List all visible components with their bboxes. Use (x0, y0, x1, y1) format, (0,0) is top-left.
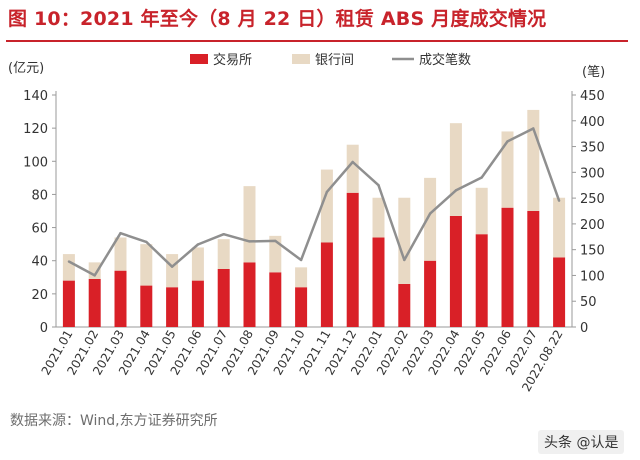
point-trade-count (377, 184, 380, 187)
bar-exchange (295, 287, 308, 327)
source-note: 数据来源：Wind,东方证券研究所 (10, 413, 218, 429)
bar-interbank (140, 244, 153, 286)
point-trade-count (196, 243, 200, 246)
left-tick-label: 80 (31, 188, 48, 203)
legend-label-exchange: 交易所 (213, 52, 252, 68)
bar-interbank (475, 187, 488, 235)
bar-exchange (269, 272, 282, 327)
bar-interbank (295, 267, 308, 288)
bar-exchange (166, 287, 179, 327)
right-tick-label: 200 (580, 218, 605, 233)
line-trade-count (68, 127, 561, 277)
bar-interbank (372, 197, 385, 238)
point-trade-count (454, 189, 458, 192)
right-tick-label: 250 (580, 192, 605, 207)
bar-interbank (346, 144, 359, 193)
left-tick-label: 60 (31, 222, 48, 237)
legend-label-interbank: 银行间 (315, 53, 354, 68)
bar-interbank (166, 254, 179, 288)
bar-interbank (527, 109, 540, 211)
left-tick-label: 40 (31, 255, 48, 270)
left-tick-label: 0 (40, 321, 48, 336)
point-trade-count (428, 212, 432, 215)
bar-interbank (501, 131, 514, 208)
right-axis-unit: (笔) (582, 64, 605, 80)
point-trade-count (557, 199, 561, 202)
bar-exchange (62, 280, 75, 327)
bar-exchange (449, 215, 462, 327)
right-tick-label: 50 (580, 295, 597, 310)
point-trade-count (222, 233, 225, 236)
point-trade-count (93, 274, 96, 277)
left-tick-label: 100 (23, 155, 48, 170)
bar-exchange (114, 270, 127, 327)
point-trade-count (325, 190, 329, 194)
bar-exchange (243, 262, 256, 327)
left-axis-unit: (亿元) (8, 61, 44, 76)
right-tick-label: 400 (580, 115, 605, 130)
right-tick-label: 0 (580, 321, 588, 336)
point-trade-count (67, 260, 71, 263)
bar-interbank (243, 186, 256, 263)
watermark-label: 头条 @认是 (538, 430, 625, 454)
watermark: 头条 @认是 (538, 430, 625, 454)
bar-exchange (501, 207, 514, 327)
bar-exchange (372, 237, 385, 327)
title-divider (6, 40, 628, 42)
point-trade-count (274, 239, 277, 243)
left-tick-label: 140 (23, 89, 48, 104)
bar-exchange (346, 192, 359, 327)
bar-interbank (62, 254, 75, 281)
bar-exchange (553, 257, 566, 327)
right-tick-label: 150 (580, 244, 605, 259)
bar-interbank (553, 197, 566, 258)
point-trade-count (351, 160, 354, 164)
bar-interbank (424, 177, 437, 261)
right-tick-label: 350 (580, 141, 605, 156)
bar-interbank (114, 237, 127, 271)
bar-exchange (88, 278, 101, 327)
point-trade-count (299, 258, 303, 262)
bar-exchange (320, 242, 333, 327)
legend-label-count: 成交笔数 (419, 52, 471, 68)
point-trade-count (145, 240, 148, 244)
point-trade-count (248, 240, 251, 243)
point-trade-count (119, 231, 122, 235)
point-trade-count (403, 258, 406, 262)
legend-swatch-exchange (190, 54, 208, 64)
bar-interbank (269, 235, 282, 273)
bar-interbank (217, 239, 230, 269)
bar-exchange (191, 280, 204, 327)
chart-title: 图 10：2021 年至今（8 月 22 日）租赁 ABS 月度成交情况 (8, 8, 547, 30)
bar-exchange (527, 211, 540, 327)
bar-interbank (398, 197, 411, 284)
left-tick-label: 120 (23, 122, 48, 137)
point-trade-count (532, 127, 535, 130)
point-trade-count (170, 265, 174, 268)
right-tick-label: 100 (580, 269, 605, 284)
bar-exchange (424, 260, 437, 327)
left-tick-label: 20 (31, 288, 48, 303)
bar-interbank (191, 247, 204, 281)
legend-swatch-interbank (292, 54, 310, 64)
point-trade-count (506, 140, 509, 143)
bar-interbank (449, 123, 462, 216)
point-trade-count (480, 176, 483, 179)
bar-exchange (475, 234, 488, 327)
right-tick-label: 450 (580, 89, 605, 104)
bar-exchange (217, 269, 230, 327)
bar-exchange (398, 283, 411, 327)
bar-exchange (140, 285, 153, 327)
right-tick-label: 300 (580, 166, 605, 181)
